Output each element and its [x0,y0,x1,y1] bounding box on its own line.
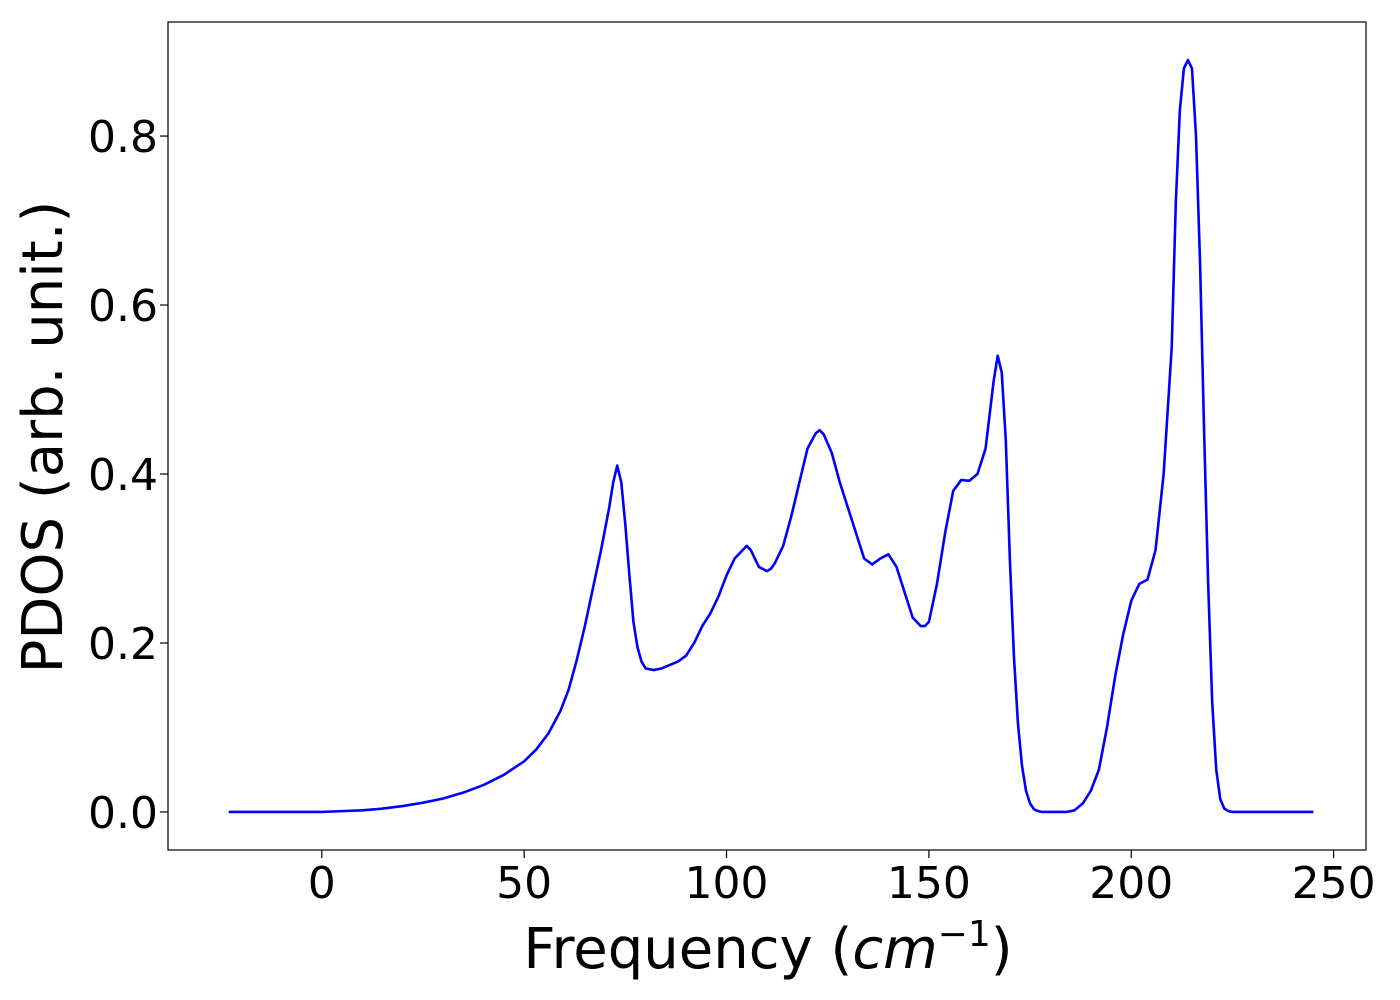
x-axis-title-unit: cm [852,917,937,982]
y-tick-label: 0.0 [88,788,158,839]
x-axis-title: Frequency (cm−1) [523,914,1012,982]
x-axis-ticks: 0 50 100 150 200 250 [308,850,1376,909]
x-tick-label: 150 [887,858,971,909]
y-axis-title: PDOS (arb. unit.) [11,201,76,674]
x-tick-label: 200 [1089,858,1173,909]
y-tick-label: 0.6 [88,281,158,332]
plot-frame [167,21,1367,851]
y-tick-label: 0.8 [88,112,158,163]
x-axis-title-prefix: Frequency ( [523,917,852,982]
x-tick-label: 50 [496,858,552,909]
y-tick-label: 0.4 [88,450,158,501]
x-axis-title-suffix: ) [991,917,1013,982]
plot-area [167,21,1367,851]
series-line-0 [228,58,1314,814]
x-tick-label: 100 [685,858,769,909]
y-tick-label: 0.2 [88,619,158,670]
x-tick-label: 0 [308,858,336,909]
x-tick-label: 250 [1292,858,1376,909]
y-axis-ticks: 0.0 0.2 0.4 0.6 0.8 [88,112,168,839]
x-axis-title-exponent: −1 [938,914,991,955]
